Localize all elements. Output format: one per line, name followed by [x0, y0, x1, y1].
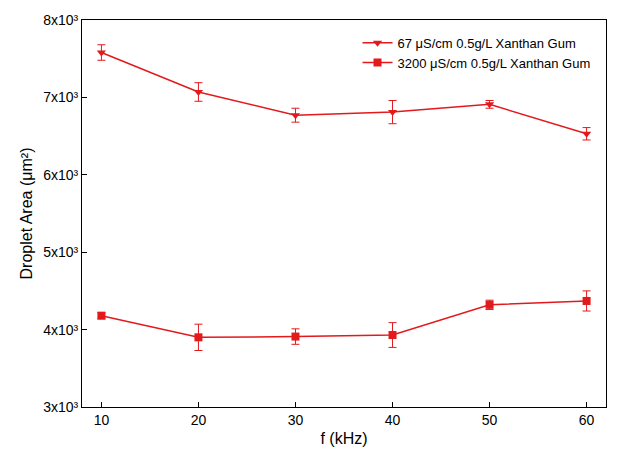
svg-text:67 μS/cm 0.5g/L Xanthan Gum: 67 μS/cm 0.5g/L Xanthan Gum	[398, 36, 576, 51]
svg-text:Droplet Area (μm²): Droplet Area (μm²)	[18, 148, 35, 280]
svg-text:10: 10	[94, 412, 110, 428]
svg-text:50: 50	[482, 412, 498, 428]
svg-text:20: 20	[191, 412, 207, 428]
svg-text:30: 30	[288, 412, 304, 428]
svg-text:4x10³: 4x10³	[43, 322, 78, 338]
svg-text:3200 μS/cm 0.5g/L Xanthan Gum: 3200 μS/cm 0.5g/L Xanthan Gum	[398, 56, 591, 71]
svg-text:5x10³: 5x10³	[43, 244, 78, 260]
svg-text:6x10³: 6x10³	[43, 167, 78, 183]
svg-text:7x10³: 7x10³	[43, 89, 78, 105]
svg-text:60: 60	[579, 412, 595, 428]
svg-text:40: 40	[385, 412, 401, 428]
svg-text:3x10³: 3x10³	[43, 399, 78, 415]
svg-text:f (kHz): f (kHz)	[320, 430, 367, 447]
svg-text:8x10³: 8x10³	[43, 12, 78, 28]
